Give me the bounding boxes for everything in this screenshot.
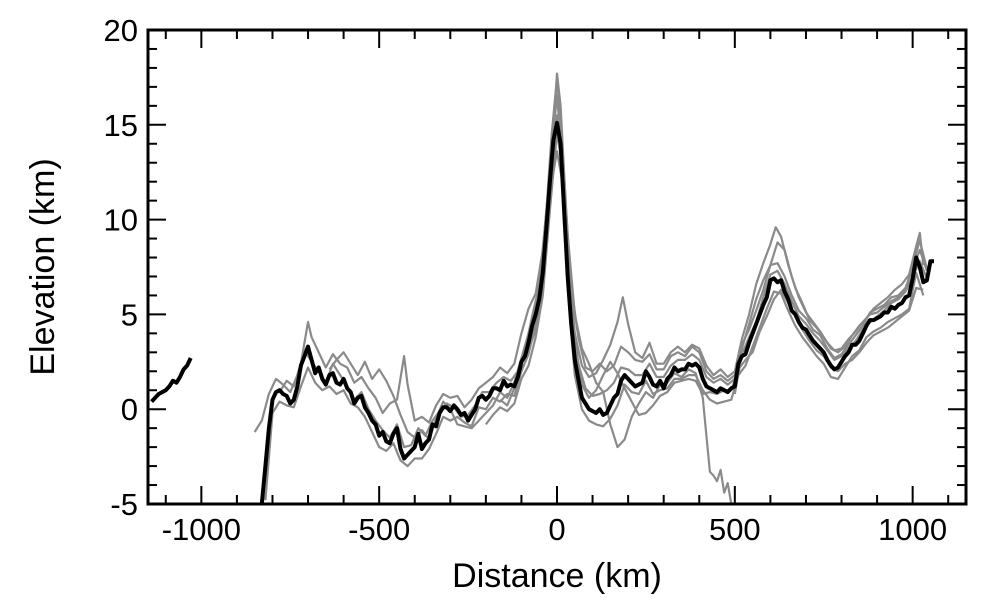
x-tick-label: 500 bbox=[709, 512, 761, 547]
y-tick-label: 0 bbox=[121, 392, 138, 427]
y-tick-label: 10 bbox=[104, 203, 138, 238]
individual-profile-line-2-0 bbox=[264, 150, 925, 501]
x-tick-labels: -1000 -500 0 500 1000 bbox=[162, 512, 947, 547]
x-tick-label: 0 bbox=[548, 512, 565, 547]
mean-profile-line-0-0 bbox=[150, 357, 193, 403]
y-tick-label: 5 bbox=[121, 297, 138, 332]
y-axis-title: Elevation (km) bbox=[24, 158, 62, 375]
y-tick-label: 20 bbox=[104, 13, 138, 48]
individual-profile-line-4-1 bbox=[733, 260, 928, 395]
individual-profile-line-5-0 bbox=[499, 72, 928, 407]
mean-profile-line-0-1 bbox=[259, 120, 934, 504]
y-tick-label: 15 bbox=[104, 108, 138, 143]
tick-marks bbox=[148, 29, 966, 505]
individual-profile-line-1-0 bbox=[253, 76, 928, 449]
x-tick-label: 1000 bbox=[878, 512, 947, 547]
profile-lines bbox=[150, 72, 934, 504]
x-axis-title: Distance (km) bbox=[452, 557, 662, 595]
x-tick-label: -500 bbox=[348, 512, 410, 547]
y-tick-labels: -5 0 5 10 15 20 bbox=[104, 13, 138, 522]
y-tick-label: -5 bbox=[110, 487, 138, 522]
x-tick-label: -1000 bbox=[162, 512, 241, 547]
